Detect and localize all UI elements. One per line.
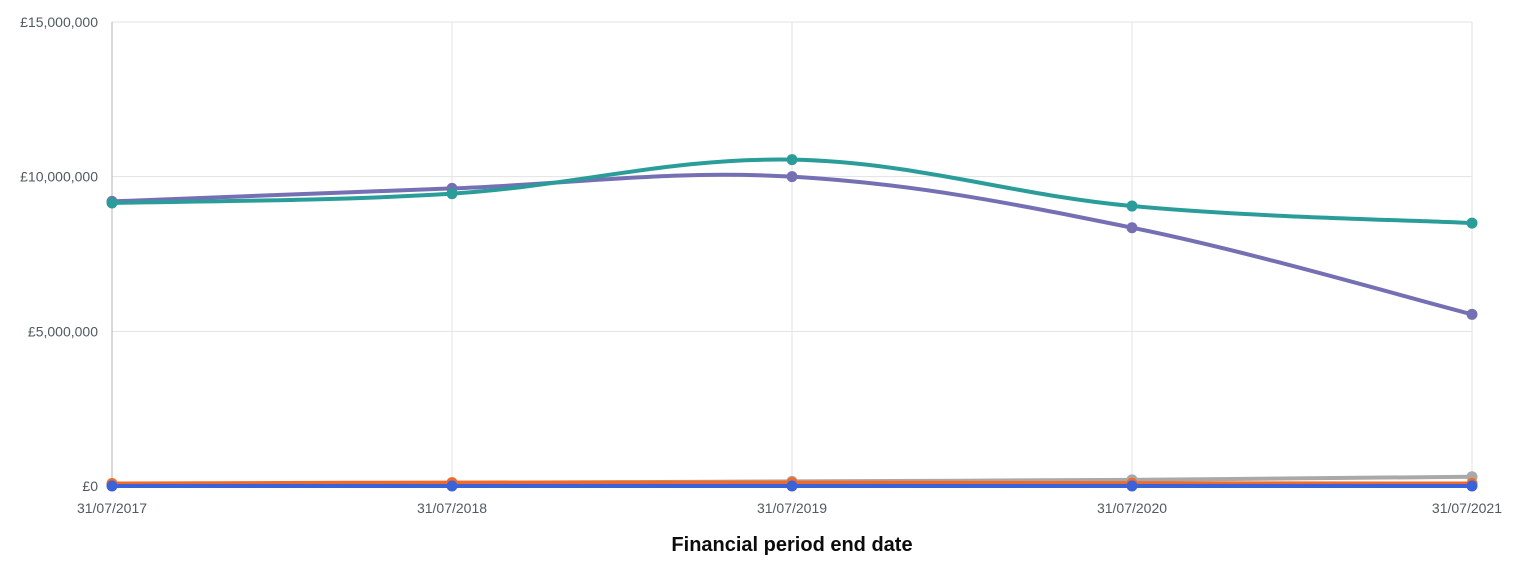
data-point (786, 154, 798, 166)
data-point (106, 197, 118, 209)
data-point (786, 171, 798, 183)
data-point (1466, 480, 1478, 492)
y-tick-label: £5,000,000 (28, 323, 98, 339)
x-tick-label: 31/07/2021 (1432, 500, 1502, 516)
data-point (446, 188, 458, 200)
point-layer (106, 154, 1478, 492)
y-tick-label: £10,000,000 (20, 169, 98, 185)
x-tick-label: 31/07/2017 (77, 500, 147, 516)
x-axis-title: Financial period end date (671, 534, 912, 556)
data-point (1466, 308, 1478, 320)
x-tick-label: 31/07/2020 (1097, 500, 1167, 516)
data-point (786, 480, 798, 492)
axis-layer: £0 £5,000,000 £10,000,000 £15,000,000 31/07/… (20, 14, 1502, 516)
y-tick-label: £15,000,000 (20, 14, 98, 30)
y-tick-label: £0 (82, 478, 98, 494)
data-point (1126, 480, 1138, 492)
data-point (106, 480, 118, 492)
data-point (446, 480, 458, 492)
x-tick-label: 31/07/2019 (757, 500, 827, 516)
data-point (1126, 200, 1138, 212)
x-tick-label: 31/07/2018 (417, 500, 487, 516)
data-point (1466, 217, 1478, 229)
grid-layer (111, 21, 1473, 487)
data-point (1126, 222, 1138, 234)
